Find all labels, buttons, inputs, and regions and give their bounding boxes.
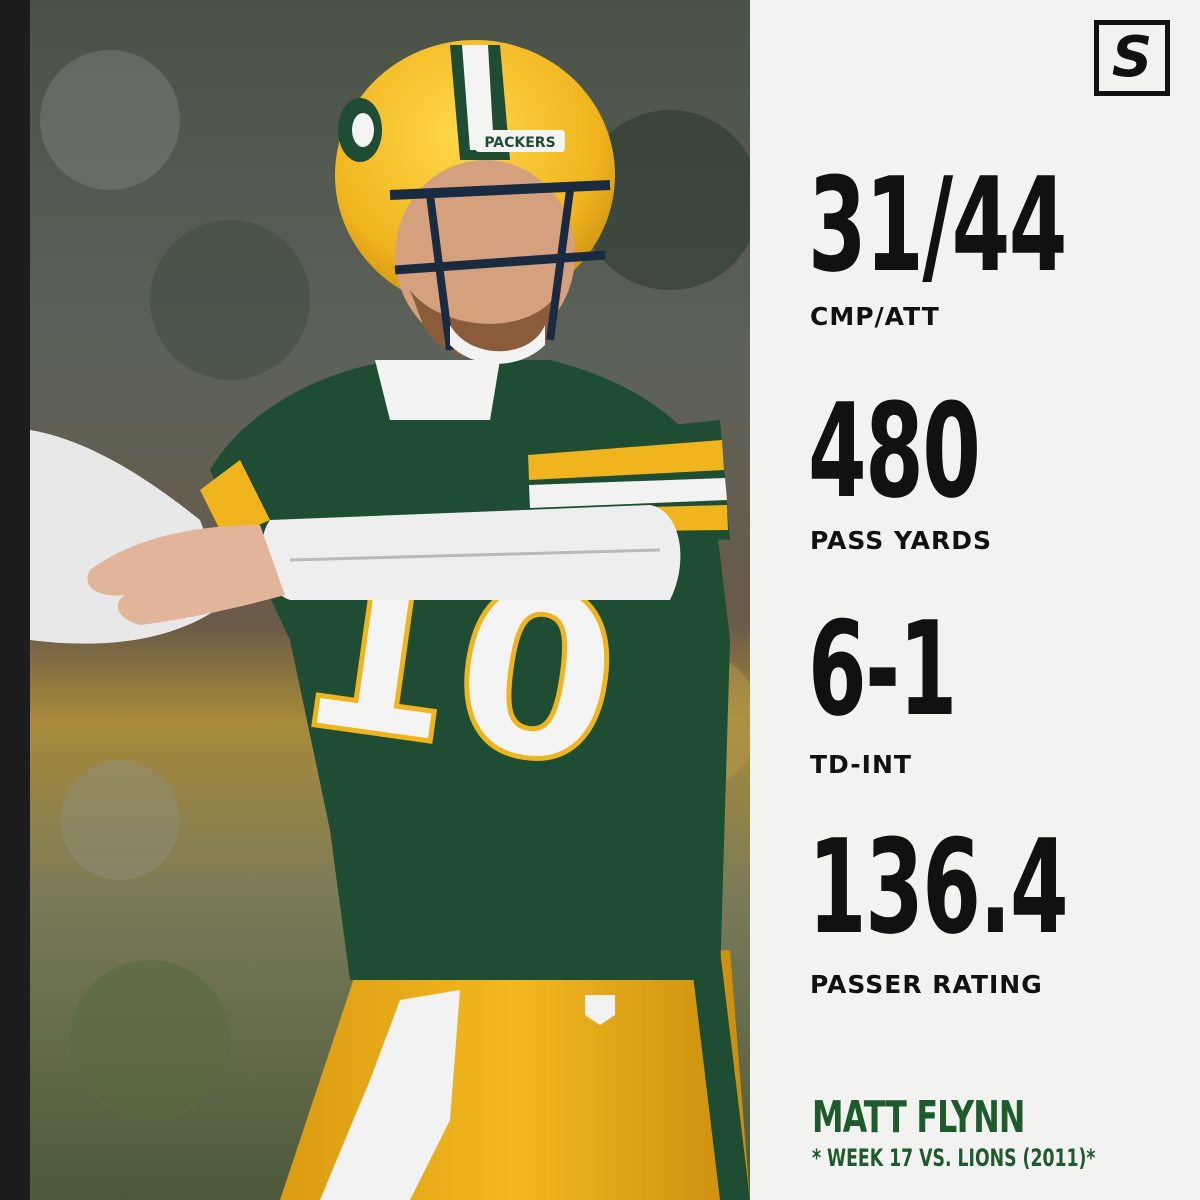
stat-value-pass-yards: 480 — [808, 375, 981, 527]
stat-label-cmp-att: CMP/ATT — [810, 302, 940, 331]
helmet: PACKERS — [335, 40, 615, 364]
brand-logo-letter: S — [1111, 25, 1153, 90]
brand-logo: S — [1094, 20, 1170, 96]
stat-value-td-int: 6-1 — [808, 593, 957, 745]
stat-label-passer-rating: PASSER RATING — [810, 970, 1043, 999]
player-photo: 10 — [30, 0, 750, 1200]
stat-value-cmp-att: 31/44 — [808, 149, 1067, 301]
stats-panel — [750, 0, 1200, 1200]
stat-value-passer-rating: 136.4 — [808, 811, 1069, 963]
game-note: * WEEK 17 VS. LIONS (2011)* — [812, 1144, 1096, 1172]
svg-text:PACKERS: PACKERS — [484, 135, 555, 151]
player-name: MATT FLYNN — [812, 1092, 1025, 1143]
left-border-strip — [0, 0, 30, 1200]
stat-label-td-int: TD-INT — [810, 750, 912, 779]
stat-label-pass-yards: PASS YARDS — [810, 526, 993, 555]
